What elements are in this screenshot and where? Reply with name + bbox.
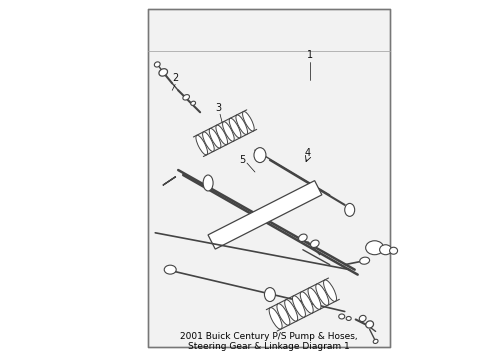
Ellipse shape xyxy=(339,314,345,319)
Ellipse shape xyxy=(277,303,290,325)
Ellipse shape xyxy=(196,135,208,155)
Ellipse shape xyxy=(316,284,329,305)
Ellipse shape xyxy=(346,316,351,320)
Ellipse shape xyxy=(202,132,214,152)
Ellipse shape xyxy=(265,288,275,302)
Ellipse shape xyxy=(298,234,307,242)
Ellipse shape xyxy=(360,257,369,264)
Text: 3: 3 xyxy=(215,103,221,113)
Ellipse shape xyxy=(366,321,373,328)
Ellipse shape xyxy=(154,62,160,67)
Ellipse shape xyxy=(380,245,392,255)
Ellipse shape xyxy=(366,241,384,255)
Ellipse shape xyxy=(373,339,378,343)
Ellipse shape xyxy=(183,95,190,100)
Ellipse shape xyxy=(164,265,176,274)
Ellipse shape xyxy=(203,175,213,191)
Ellipse shape xyxy=(243,112,254,131)
Ellipse shape xyxy=(390,247,397,254)
Ellipse shape xyxy=(359,315,366,321)
Ellipse shape xyxy=(216,125,227,145)
Ellipse shape xyxy=(308,288,321,309)
Ellipse shape xyxy=(229,118,241,138)
Ellipse shape xyxy=(311,240,319,247)
Text: 2: 2 xyxy=(172,73,178,84)
Text: 4: 4 xyxy=(305,148,311,158)
Text: 1: 1 xyxy=(307,50,313,60)
Ellipse shape xyxy=(209,129,221,148)
Ellipse shape xyxy=(222,122,234,141)
Ellipse shape xyxy=(285,300,297,321)
Ellipse shape xyxy=(345,203,355,216)
Ellipse shape xyxy=(254,148,266,163)
Ellipse shape xyxy=(191,101,196,105)
Polygon shape xyxy=(208,181,322,249)
Ellipse shape xyxy=(236,115,247,135)
Text: 5: 5 xyxy=(239,155,245,165)
Ellipse shape xyxy=(300,292,313,313)
Polygon shape xyxy=(148,9,390,347)
Ellipse shape xyxy=(293,296,305,317)
Ellipse shape xyxy=(323,280,337,301)
Ellipse shape xyxy=(269,307,282,329)
Text: 2001 Buick Century P/S Pump & Hoses,
Steering Gear & Linkage Diagram 1: 2001 Buick Century P/S Pump & Hoses, Ste… xyxy=(180,332,358,351)
Ellipse shape xyxy=(159,69,168,76)
